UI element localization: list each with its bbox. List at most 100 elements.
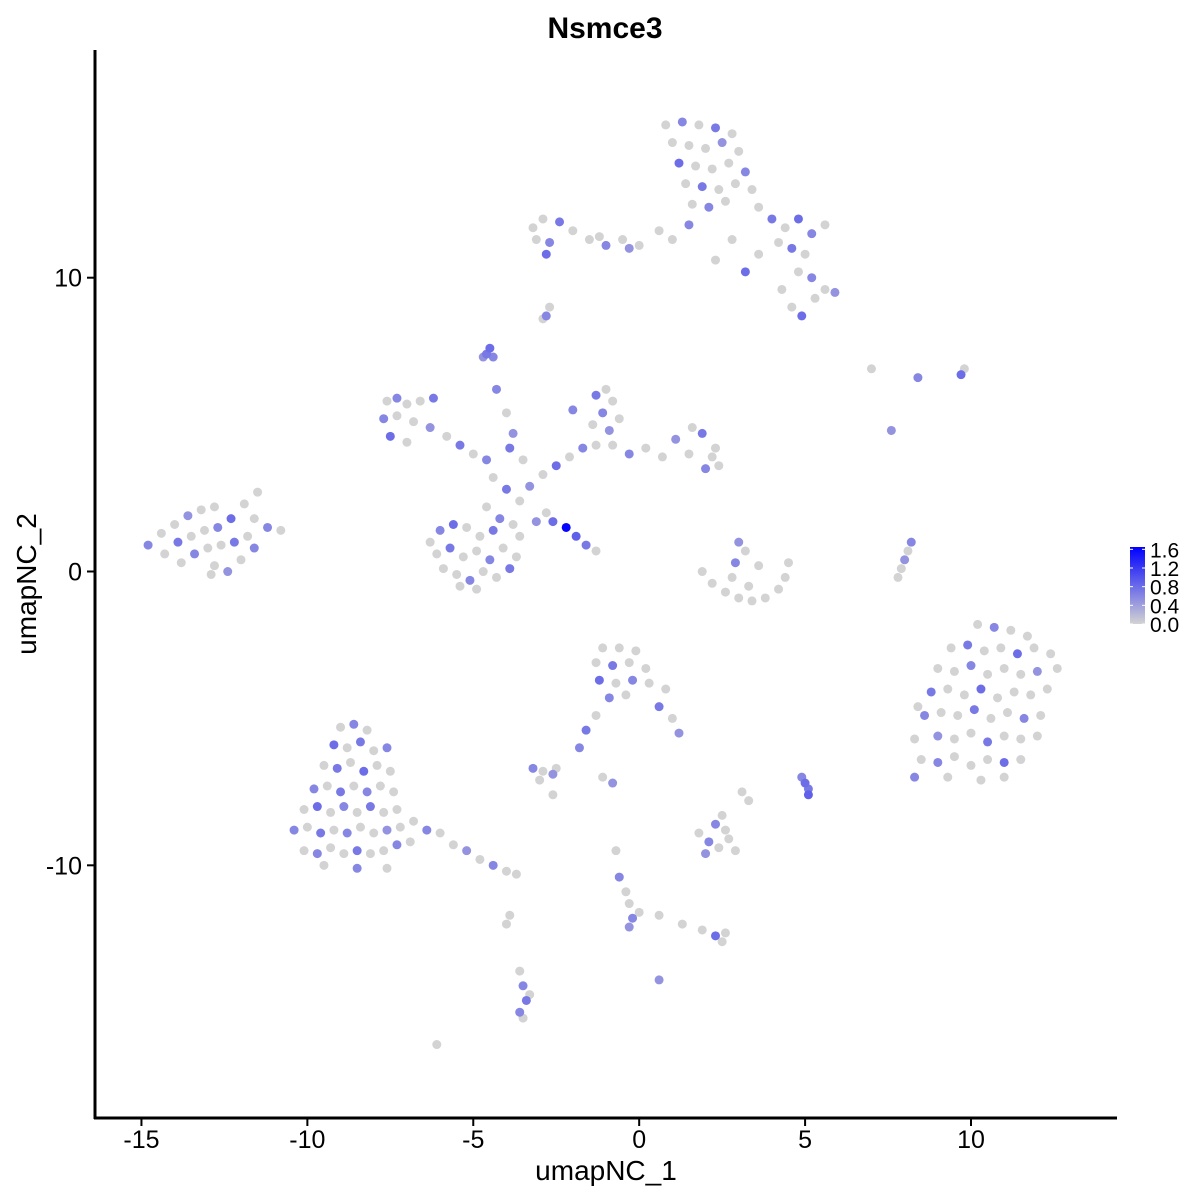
data-point — [223, 567, 233, 577]
data-point — [999, 772, 1009, 782]
data-point — [342, 828, 352, 838]
data-point — [243, 531, 253, 541]
data-point — [604, 693, 614, 703]
data-point — [624, 449, 634, 459]
data-point — [462, 522, 472, 532]
data-point — [711, 443, 720, 453]
data-point — [913, 373, 923, 383]
data-point — [724, 158, 734, 168]
data-point — [156, 528, 166, 538]
data-point — [515, 1007, 525, 1017]
data-point — [807, 273, 817, 283]
data-point — [674, 158, 684, 168]
data-point — [777, 284, 787, 294]
data-point — [515, 496, 525, 506]
data-point — [322, 781, 332, 791]
data-point — [754, 561, 764, 571]
data-point — [1026, 690, 1036, 700]
data-point — [797, 311, 807, 321]
data-point — [711, 255, 720, 265]
data-point — [701, 464, 711, 474]
data-point — [800, 778, 810, 788]
data-point — [312, 849, 322, 859]
data-point — [336, 787, 346, 797]
data-point — [392, 411, 402, 421]
data-point — [239, 499, 249, 509]
data-point — [395, 822, 405, 832]
data-point — [591, 390, 601, 400]
colorbar-label: 1.6 — [1150, 539, 1179, 562]
data-point — [979, 646, 989, 656]
data-point — [608, 778, 618, 788]
data-point — [452, 569, 462, 579]
data-point — [760, 593, 770, 603]
data-point — [641, 663, 651, 673]
data-point — [621, 887, 631, 897]
data-point — [654, 702, 664, 712]
data-point — [302, 822, 312, 832]
data-point — [515, 966, 525, 976]
points-layer — [143, 117, 1062, 1050]
data-point — [190, 549, 200, 559]
data-point — [999, 731, 1009, 741]
data-point — [1016, 734, 1026, 744]
data-point — [611, 846, 621, 856]
data-point — [774, 237, 784, 247]
data-point — [173, 537, 183, 547]
data-point — [226, 514, 236, 524]
data-point — [999, 757, 1009, 767]
data-point — [472, 546, 482, 556]
data-point — [276, 525, 286, 535]
data-point — [379, 846, 389, 856]
data-point — [541, 311, 551, 321]
data-point — [624, 243, 634, 253]
data-point — [375, 781, 385, 791]
data-point — [501, 866, 511, 876]
data-point — [183, 511, 193, 521]
colorbar-label: 0.4 — [1150, 595, 1180, 618]
data-point — [584, 235, 594, 245]
data-point — [435, 525, 445, 535]
data-point — [697, 925, 707, 935]
data-point — [608, 396, 618, 406]
data-point — [485, 555, 495, 565]
data-point — [1036, 710, 1046, 720]
data-point — [382, 825, 392, 835]
data-point — [943, 684, 953, 694]
data-point — [505, 443, 515, 453]
data-point — [588, 420, 598, 430]
data-point — [538, 766, 548, 776]
data-point — [946, 643, 956, 653]
data-point — [621, 690, 631, 700]
data-point — [591, 546, 601, 556]
data-point — [720, 928, 730, 938]
data-point — [428, 393, 438, 403]
data-point — [521, 995, 531, 1005]
data-point — [780, 572, 790, 582]
data-point — [657, 452, 667, 462]
data-point — [432, 1040, 442, 1050]
data-point — [186, 531, 196, 541]
data-point — [1006, 625, 1016, 635]
data-point — [472, 584, 482, 594]
data-point — [654, 910, 664, 920]
data-point — [661, 120, 671, 130]
data-point — [511, 552, 521, 562]
data-point — [349, 781, 359, 791]
data-point — [903, 546, 913, 556]
data-point — [601, 240, 611, 250]
data-point — [727, 129, 737, 139]
data-point — [767, 214, 777, 224]
data-point — [717, 810, 727, 820]
data-point — [568, 226, 578, 236]
data-point — [714, 185, 724, 195]
data-point — [707, 452, 717, 462]
data-point — [644, 678, 654, 688]
data-point — [687, 423, 697, 433]
data-point — [667, 138, 677, 148]
data-point — [886, 425, 896, 435]
data-point — [203, 543, 213, 553]
data-point — [392, 393, 402, 403]
data-point — [996, 643, 1006, 653]
